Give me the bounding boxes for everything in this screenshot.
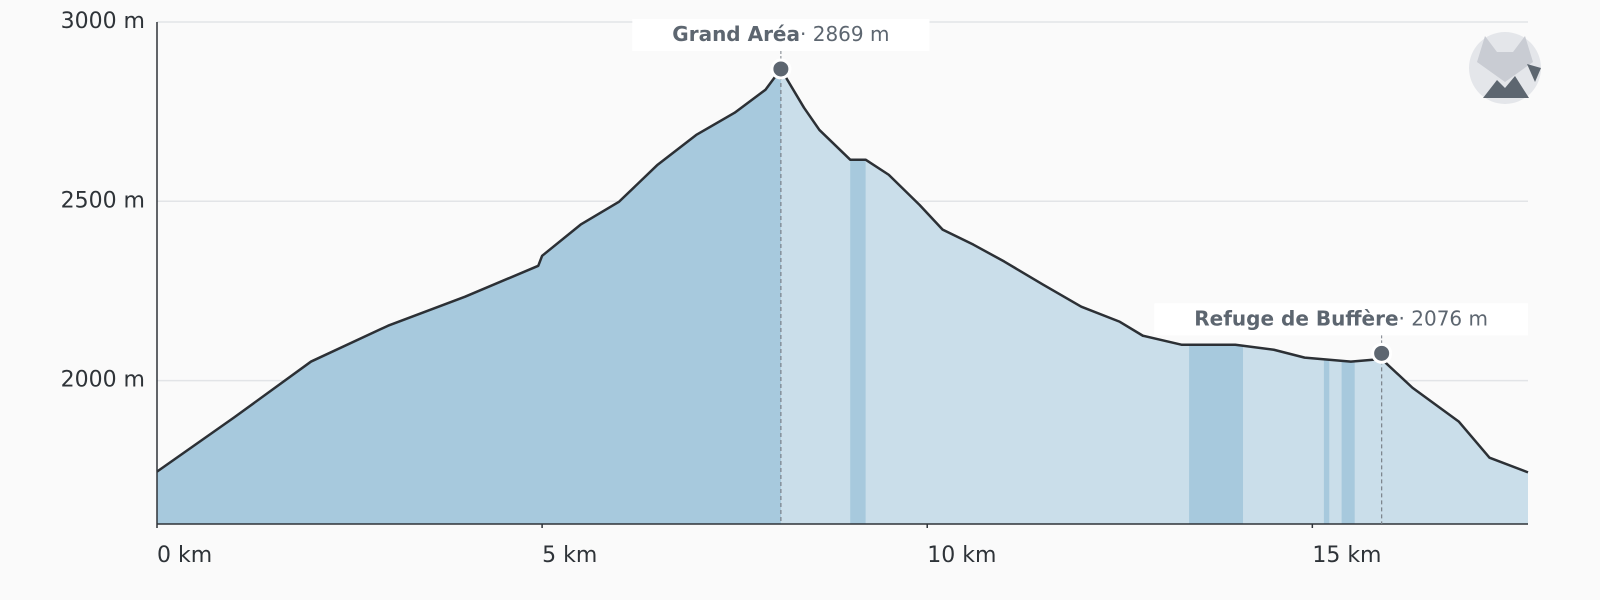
annotation-box (632, 18, 930, 51)
steep-section (1323, 68, 1330, 524)
x-tick-label: 10 km (927, 543, 996, 568)
annotation-value: · 2076 m (1399, 306, 1488, 330)
annotation-box (1154, 303, 1528, 336)
elevation-line (156, 67, 1529, 474)
x-tick-label: 5 km (542, 543, 597, 568)
y-tick-label: 2500 m (61, 188, 145, 213)
annotation-label: Refuge de Buffère· 2076 m (1194, 306, 1488, 330)
annotation-name: Refuge de Buffère (1194, 306, 1398, 330)
x-tick-label: 0 km (157, 543, 212, 568)
annotation-point (1371, 342, 1393, 364)
y-tick-label: 3000 m (61, 9, 145, 34)
x-tick-label: 15 km (1312, 543, 1381, 568)
steep-section (1341, 68, 1355, 524)
annotation-value: · 2869 m (800, 21, 889, 45)
steep-section (157, 68, 781, 524)
annotation-point (770, 58, 792, 80)
steep-section (1189, 68, 1244, 524)
logo (1469, 32, 1541, 104)
annotation-name: Grand Aréa (672, 21, 800, 45)
y-tick-label: 2000 m (61, 368, 145, 393)
annotation-label: Grand Aréa· 2869 m (672, 21, 889, 45)
steep-section (850, 68, 866, 524)
